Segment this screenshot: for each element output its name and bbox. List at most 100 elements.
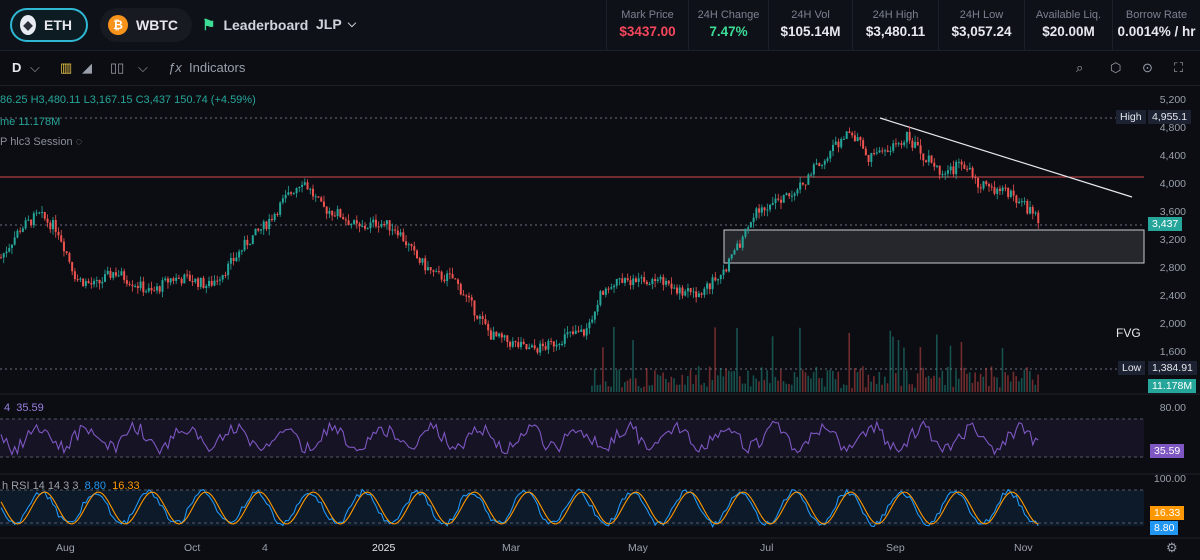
volume-bar <box>659 375 662 392</box>
candle-body <box>1026 201 1029 214</box>
volume-bar <box>774 376 777 392</box>
candle-body <box>829 151 832 159</box>
candle-body <box>659 276 662 280</box>
candle-body <box>473 300 476 316</box>
volume-bar <box>1018 381 1020 392</box>
volume-bar <box>1026 367 1028 392</box>
candle-body <box>985 181 988 185</box>
volume-bar <box>793 372 796 392</box>
volume-bar <box>678 384 681 392</box>
volume-bar <box>807 375 809 392</box>
candles-icon[interactable]: ▥ <box>60 60 73 75</box>
candle-body <box>383 223 386 225</box>
stat-label: 24H High <box>872 9 919 21</box>
candle-body <box>832 144 834 152</box>
candle-body <box>421 258 424 263</box>
stat-mark-price: Mark Price $3437.00 <box>606 0 688 50</box>
candle-body <box>60 235 63 242</box>
candle-body <box>344 219 347 221</box>
rsi-legend: 4 35.59 <box>4 402 44 414</box>
volume-bar <box>1029 371 1031 392</box>
volume-bar <box>826 370 829 392</box>
candle-body <box>818 163 821 166</box>
candle-body <box>388 220 391 231</box>
pool-label: JLP <box>316 16 342 32</box>
tab-wbtc[interactable]: ₿ WBTC <box>100 8 192 42</box>
candle-body <box>394 229 397 231</box>
candle-body <box>1031 207 1034 214</box>
candle-body <box>777 198 780 200</box>
fullscreen-icon[interactable]: ⛶ <box>1174 60 1184 75</box>
stat-label: Mark Price <box>621 9 674 21</box>
stat-borrow-rate: Borrow Rate 0.0014% / hr <box>1112 0 1200 50</box>
candle-body <box>624 278 626 283</box>
candle-body <box>65 251 68 254</box>
candle-body <box>131 284 134 287</box>
candle-body <box>925 160 928 163</box>
rsi-period: 4 <box>4 402 11 414</box>
candle-body <box>607 288 610 290</box>
candle-body <box>73 271 76 280</box>
stat-value: $3,480.11 <box>865 24 926 39</box>
candle-body <box>848 131 851 133</box>
candle-body <box>599 291 602 305</box>
volume-bar <box>769 383 771 392</box>
candle-body <box>355 220 358 224</box>
candle-body <box>16 230 19 238</box>
chevron-down-icon[interactable]: ⌵ <box>138 60 148 75</box>
settings-icon[interactable]: ⚙ <box>1166 540 1178 555</box>
candle-body <box>339 209 342 218</box>
candle-body <box>566 332 569 335</box>
volume-bar <box>990 366 993 392</box>
candle-body <box>930 155 933 163</box>
interval-button[interactable]: D <box>12 60 22 75</box>
price-chart[interactable]: 86.25 H3,480.11 L3,167.15 C3,437 150.74 … <box>0 86 1200 560</box>
candle-body <box>708 283 711 290</box>
candle-body <box>90 282 93 285</box>
candle-body <box>834 141 837 145</box>
candle-body <box>109 270 112 278</box>
settings-icon[interactable]: ⬡ <box>1110 60 1122 75</box>
bar-chart-icon[interactable]: ▯▯ <box>110 60 125 75</box>
tab-eth-label: ETH <box>44 17 72 33</box>
eye-off-icon[interactable]: ◌ <box>75 136 83 148</box>
volume-bar <box>823 386 826 392</box>
volume-bar <box>692 384 695 392</box>
volume-bar <box>725 368 727 392</box>
volume-bar <box>881 384 883 392</box>
tab-eth[interactable]: ◆ ETH <box>10 8 88 42</box>
candle-body <box>670 283 673 289</box>
volume-bar <box>815 366 818 392</box>
fvg-zone[interactable] <box>723 229 1145 264</box>
candle-body <box>95 280 98 282</box>
candle-body <box>462 294 465 296</box>
search-icon[interactable]: ⌕ <box>1076 60 1084 75</box>
candle-body <box>210 280 213 286</box>
volume-bar <box>656 374 659 392</box>
candle-body <box>369 222 372 229</box>
stat-value: $20.00M <box>1042 24 1095 39</box>
volume-bar <box>741 383 744 392</box>
camera-icon[interactable]: ⊙ <box>1142 60 1153 75</box>
price-tick: 4,400 <box>1159 150 1186 162</box>
volume-bar <box>1034 384 1037 392</box>
candle-body <box>804 184 807 186</box>
area-chart-icon[interactable]: ◢ <box>82 60 92 75</box>
volume-bar <box>700 384 703 392</box>
candle-body <box>8 248 11 252</box>
chart-canvas[interactable] <box>0 86 1200 560</box>
candle-body <box>933 162 936 167</box>
leaderboard-link[interactable]: ⚑ Leaderboard <box>202 16 308 34</box>
candle-body <box>949 166 952 171</box>
pool-selector[interactable]: JLP ⌵ <box>316 16 356 32</box>
candle-body <box>177 277 180 279</box>
chevron-down-icon[interactable]: ⌵ <box>30 60 40 75</box>
volume-bar <box>736 327 738 392</box>
indicators-button[interactable]: Indicators <box>189 60 246 75</box>
candle-body <box>862 140 865 149</box>
candle-body <box>525 344 528 350</box>
volume-bar <box>966 373 968 392</box>
candle-body <box>213 280 216 286</box>
trend-line[interactable] <box>879 117 1133 198</box>
candle-body <box>54 219 57 232</box>
